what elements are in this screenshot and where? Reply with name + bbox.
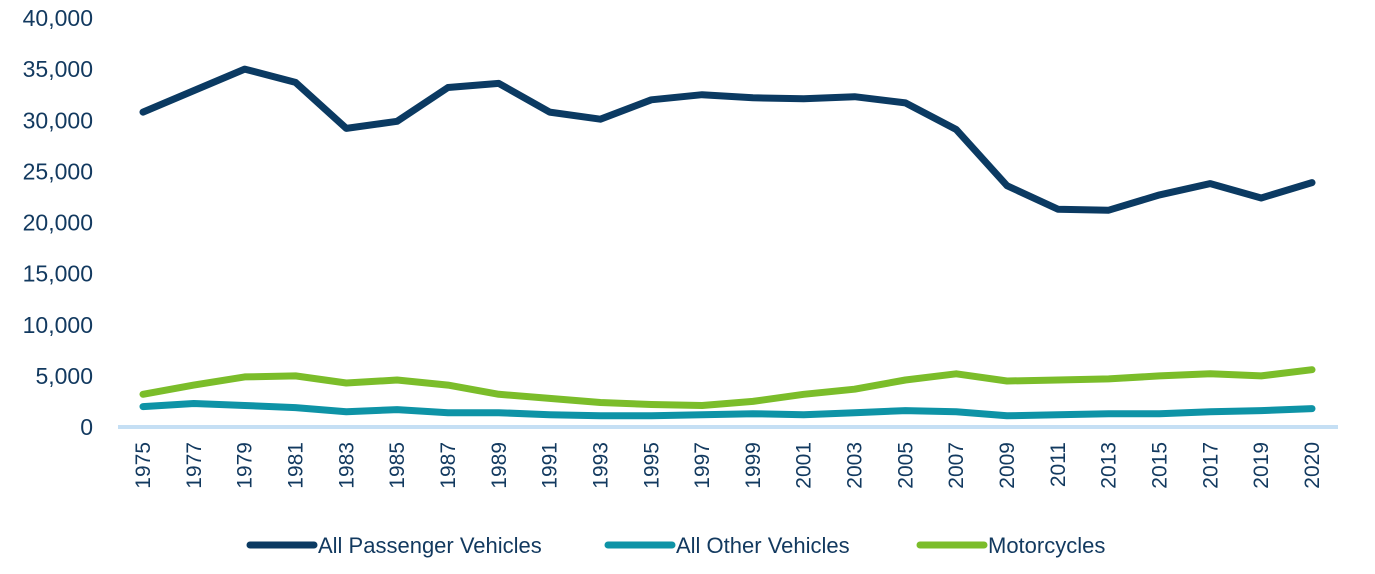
series-lines bbox=[139, 65, 1316, 420]
legend-item-all-other-vehicles: All Other Vehicles bbox=[604, 533, 850, 558]
legend-item-all-passenger-vehicles: All Passenger Vehicles bbox=[246, 533, 542, 558]
x-tick-label: 2019 bbox=[1250, 442, 1273, 489]
legend-label: All Passenger Vehicles bbox=[318, 533, 542, 558]
series-line-motorcycles bbox=[139, 366, 1316, 409]
x-tick-label: 2017 bbox=[1199, 442, 1222, 489]
y-tick-label: 35,000 bbox=[23, 56, 93, 82]
x-tick-label: 1977 bbox=[183, 442, 206, 489]
y-tick-label: 0 bbox=[80, 414, 93, 440]
y-axis-ticks: 0 5,000 10,000 15,000 20,000 25,000 30,000 35,0… bbox=[23, 5, 93, 440]
y-tick-label: 25,000 bbox=[23, 158, 93, 184]
x-tick-label: 1979 bbox=[234, 442, 257, 489]
x-tick-label: 1981 bbox=[284, 442, 307, 489]
series-line-all-passenger-vehicles bbox=[139, 65, 1316, 214]
x-tick-label: 1975 bbox=[132, 442, 155, 489]
x-tick-label: 2015 bbox=[1149, 442, 1172, 489]
x-tick-label: 2003 bbox=[844, 442, 867, 489]
y-tick-label: 20,000 bbox=[23, 210, 93, 236]
x-axis-ticks: 1975 1977 1979 1981 1983 1985 1987 1989 1991 1993… bbox=[132, 442, 1324, 489]
x-tick-label: 2001 bbox=[793, 442, 816, 489]
y-tick-label: 10,000 bbox=[23, 312, 93, 338]
x-tick-label: 2009 bbox=[996, 442, 1019, 489]
x-tick-label: 1999 bbox=[742, 442, 765, 489]
legend: All Passenger Vehicles All Other Vehicles… bbox=[246, 533, 1105, 558]
x-tick-label: 1985 bbox=[386, 442, 409, 489]
x-tick-label: 2007 bbox=[945, 442, 968, 489]
x-tick-label: 1995 bbox=[640, 442, 663, 489]
legend-label: Motorcycles bbox=[988, 533, 1105, 558]
y-tick-label: 5,000 bbox=[35, 363, 93, 389]
y-tick-label: 40,000 bbox=[23, 5, 93, 31]
x-tick-label: 1989 bbox=[488, 442, 511, 489]
x-tick-label: 2005 bbox=[894, 442, 917, 489]
x-tick-label: 2011 bbox=[1047, 442, 1070, 487]
legend-item-motorcycles: Motorcycles bbox=[916, 533, 1105, 558]
x-tick-label: 2013 bbox=[1098, 442, 1121, 489]
legend-label: All Other Vehicles bbox=[676, 533, 850, 558]
y-tick-label: 30,000 bbox=[23, 107, 93, 133]
series-line-all-other-vehicles bbox=[139, 400, 1316, 420]
x-tick-label: 1993 bbox=[589, 442, 612, 489]
x-tick-label: 1991 bbox=[539, 442, 562, 489]
x-tick-label: 1987 bbox=[437, 442, 460, 489]
x-tick-label: 2020 bbox=[1301, 442, 1324, 489]
x-tick-label: 1983 bbox=[335, 442, 358, 489]
y-tick-label: 15,000 bbox=[23, 261, 93, 287]
x-tick-label: 1997 bbox=[691, 442, 714, 489]
